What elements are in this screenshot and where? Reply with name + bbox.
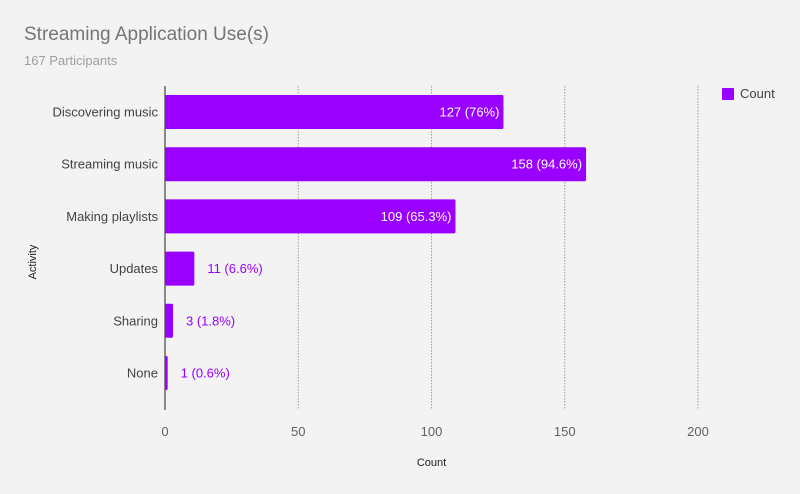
data-label: 11 (6.6%) [207, 261, 262, 276]
bar [165, 199, 456, 234]
data-label: 127 (76%) [439, 105, 499, 120]
x-tick-label: 0 [161, 424, 168, 439]
category-label: Updates [110, 261, 159, 276]
data-label: 1 (0.6%) [181, 366, 230, 381]
x-tick-label: 50 [291, 424, 305, 439]
x-axis-label: Count [417, 457, 446, 469]
category-label: Making playlists [66, 209, 158, 224]
bar [165, 251, 195, 286]
legend-swatch [722, 88, 734, 100]
y-axis-label: Activity [27, 244, 39, 279]
category-label: Streaming music [61, 157, 158, 172]
category-label: None [127, 366, 158, 381]
chart-subtitle: 167 Participants [24, 53, 118, 68]
bar [165, 95, 504, 129]
bar [165, 147, 587, 182]
bar [165, 356, 168, 390]
data-label: 158 (94.6%) [511, 157, 582, 172]
bar [165, 303, 173, 338]
chart-title: Streaming Application Use(s) [24, 24, 269, 45]
data-label: 109 (65.3%) [381, 209, 452, 224]
x-tick-label: 150 [554, 424, 576, 439]
x-tick-label: 200 [687, 424, 709, 439]
data-label: 3 (1.8%) [186, 313, 235, 328]
legend-label: Count [740, 86, 775, 101]
category-label: Sharing [113, 313, 158, 328]
x-tick-label: 100 [421, 424, 443, 439]
category-label: Discovering music [53, 105, 159, 120]
